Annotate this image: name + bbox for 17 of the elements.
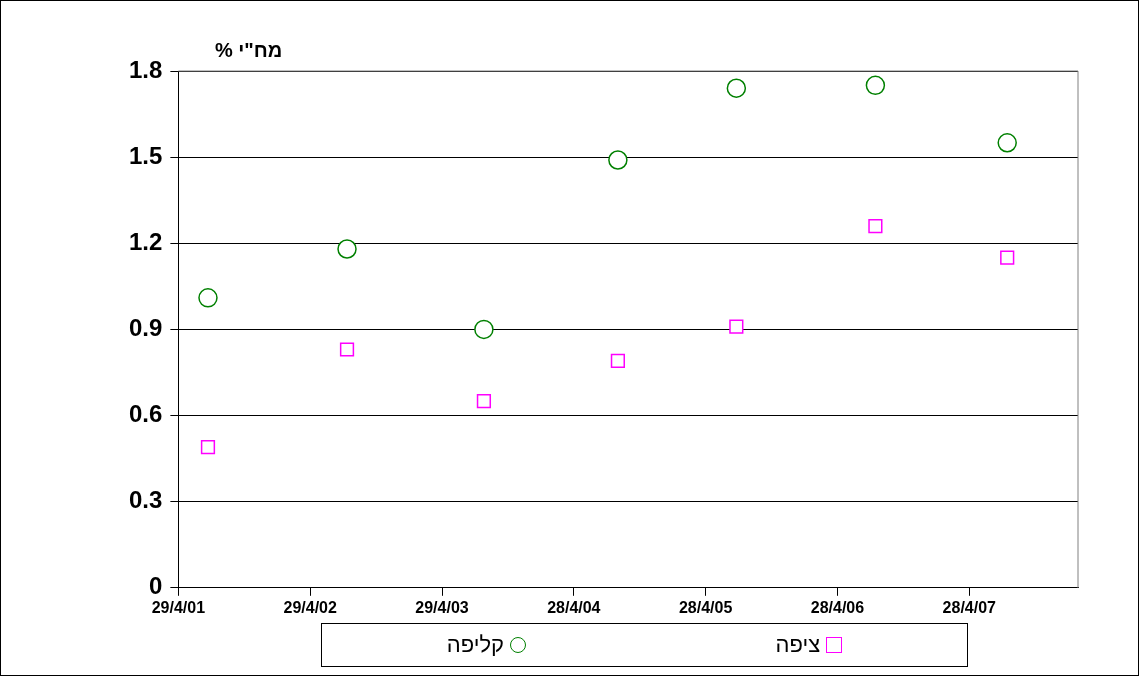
x-tick-label: 29/4/02 <box>283 598 337 616</box>
y-tick-label: 0 <box>149 572 163 600</box>
y-tick-label: 1.5 <box>128 141 163 169</box>
y-axis-title: מח"י % <box>214 38 283 61</box>
legend-label: קליפה <box>446 632 505 658</box>
x-tick-label: 28/4/06 <box>810 598 865 616</box>
x-tick-label: 29/4/01 <box>151 598 206 616</box>
y-tick-label: 0.6 <box>128 400 163 428</box>
x-tick-label: 28/4/05 <box>678 598 733 616</box>
y-tick-label: 0.3 <box>128 486 163 514</box>
legend-label: ציפה <box>775 632 821 658</box>
y-tick-label: 1.2 <box>128 227 163 255</box>
y-tick-label: 1.8 <box>128 55 163 83</box>
x-tick-label: 28/4/07 <box>942 598 997 616</box>
x-tick-label: 28/4/04 <box>547 598 601 616</box>
x-tick-label: 29/4/03 <box>415 598 469 616</box>
y-tick-label: 0.9 <box>128 314 163 342</box>
